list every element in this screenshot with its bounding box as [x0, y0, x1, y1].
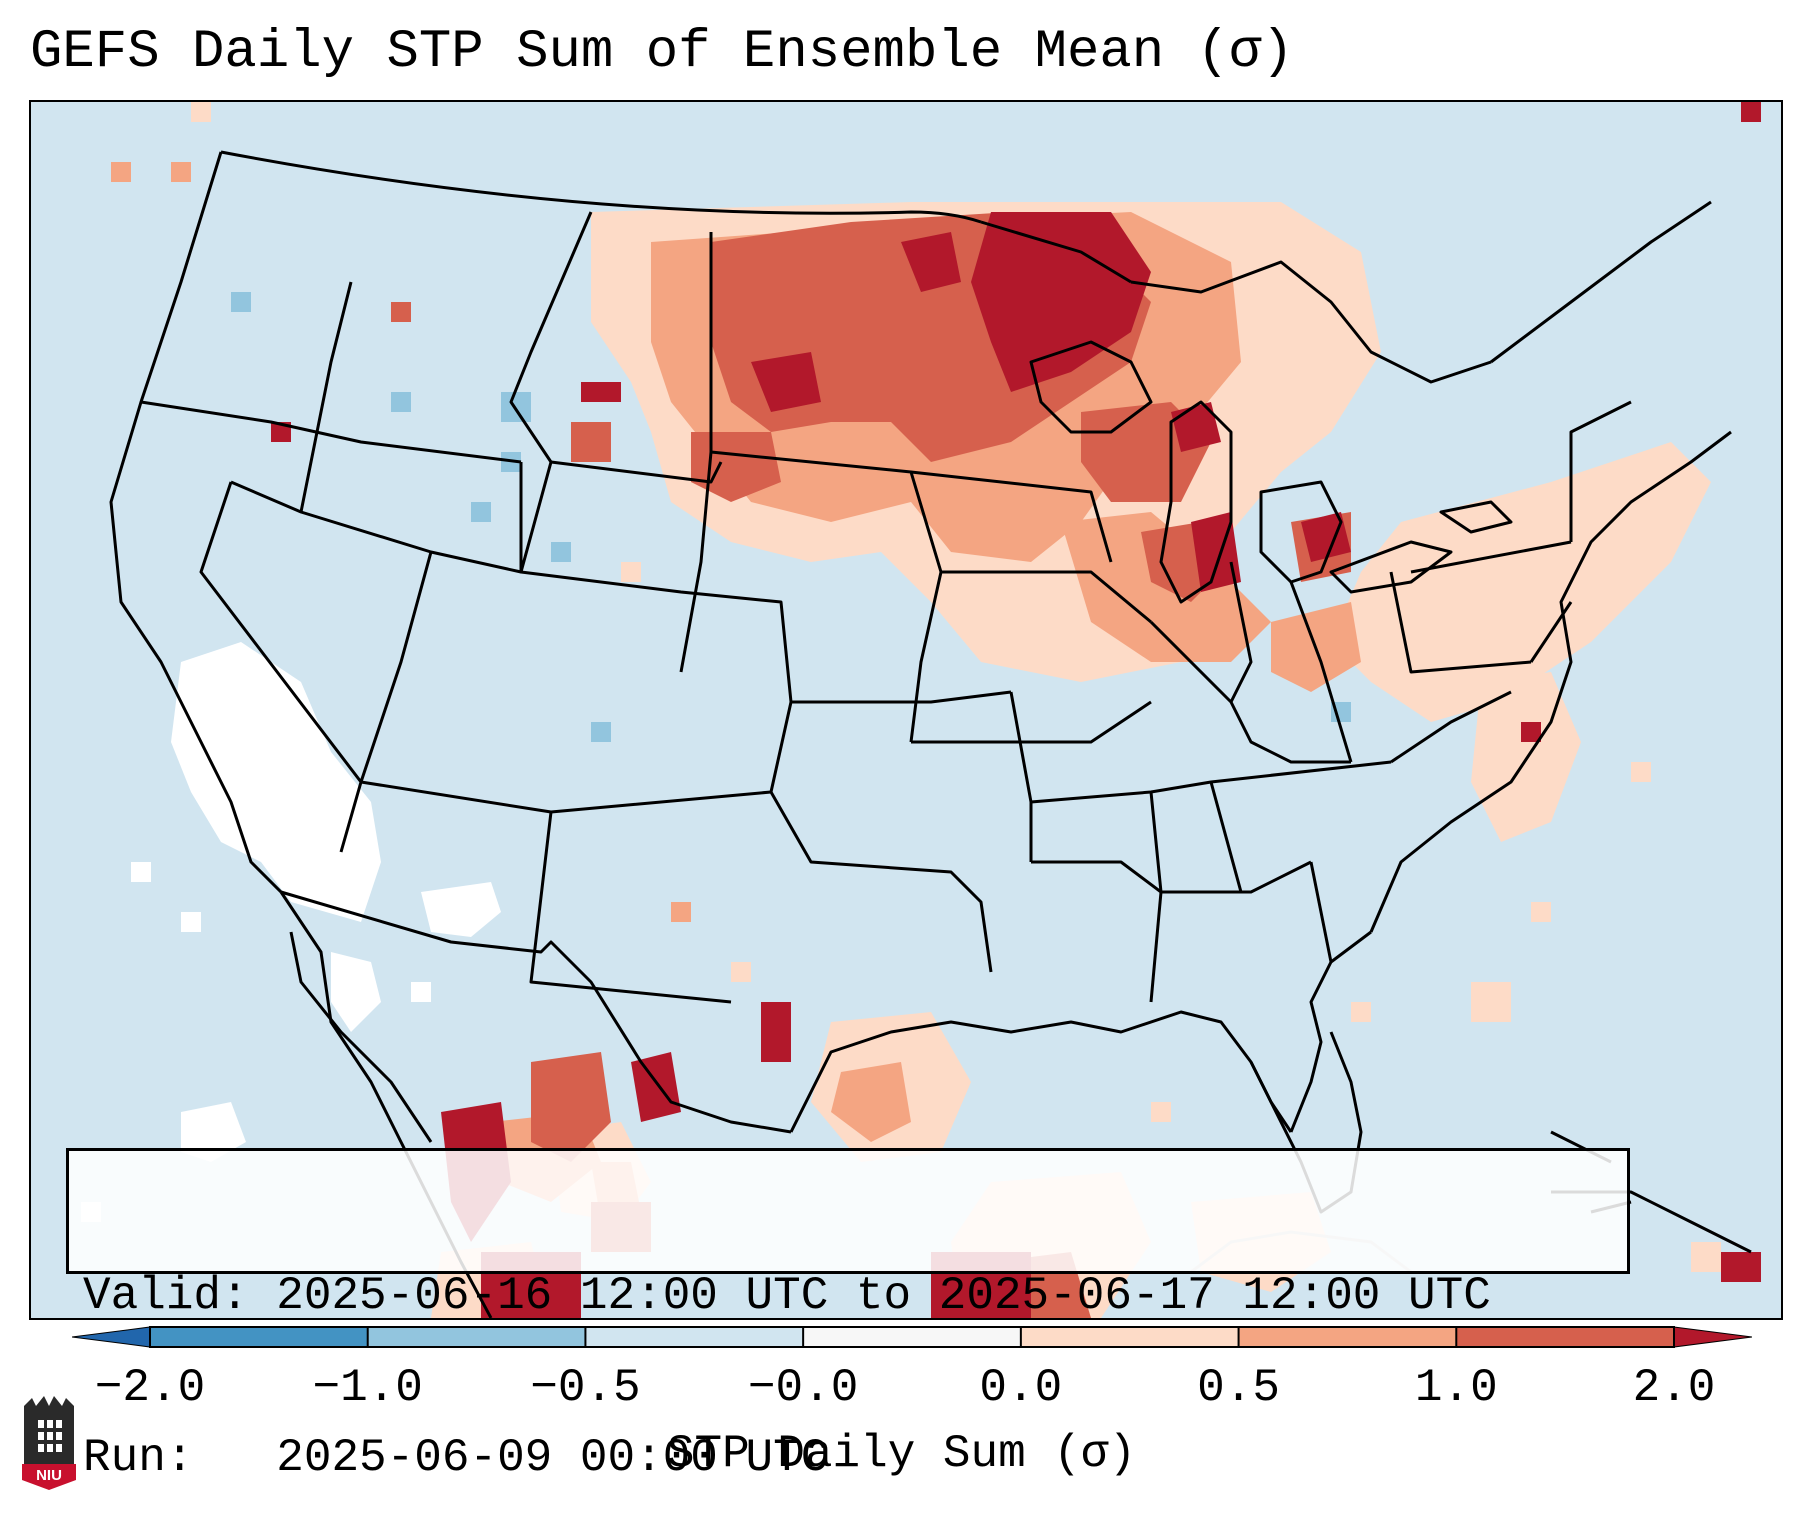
very-high-positive-cores	[271, 102, 1761, 1318]
map-canvas	[31, 102, 1781, 1318]
colorbar-tick-label: 2.0	[1632, 1362, 1716, 1414]
colorbar-segment	[367, 1327, 586, 1347]
colorbar-tick-label: −1.0	[312, 1362, 423, 1414]
colorbar-segment	[803, 1327, 1021, 1347]
colorbar	[72, 1326, 1752, 1348]
boundary-lines	[109, 150, 1752, 1318]
niu-tower-logo-icon: NIU	[22, 1396, 76, 1490]
colorbar-extend-high	[1673, 1326, 1752, 1348]
colorbar-segment	[585, 1327, 804, 1347]
page-title: GEFS Daily STP Sum of Ensemble Mean (σ)	[30, 22, 1294, 83]
map-panel	[29, 100, 1783, 1320]
valid-run-info-box: Valid: 2025-06-16 12:00 UTC to 2025-06-1…	[66, 1148, 1630, 1484]
colorbar-extend-low	[72, 1326, 151, 1348]
colorbar-tick-label: 0.0	[979, 1362, 1063, 1414]
colorbar-segment	[1456, 1327, 1674, 1347]
run-time-text: Run: 2025-06-09 00:00 UTC	[83, 1432, 829, 1484]
colorbar-segment	[1238, 1327, 1457, 1347]
niu-logo-text: NIU	[36, 1467, 62, 1484]
colorbar-tick-label: −0.5	[530, 1362, 641, 1414]
valid-time-text: Valid: 2025-06-16 12:00 UTC to 2025-06-1…	[83, 1270, 1491, 1322]
colorbar-segment	[150, 1327, 368, 1347]
colorbar-segments	[72, 1326, 1752, 1348]
colorbar-segment	[1020, 1327, 1239, 1347]
colorbar-tick-label: 0.5	[1197, 1362, 1280, 1414]
colorbar-label: STP Daily Sum (σ)	[666, 1428, 1137, 1480]
colorbar-tick-label: −2.0	[94, 1362, 206, 1414]
colorbar-tick-label: 1.0	[1414, 1362, 1498, 1414]
colorbar-tick-label: −0.0	[747, 1362, 859, 1414]
